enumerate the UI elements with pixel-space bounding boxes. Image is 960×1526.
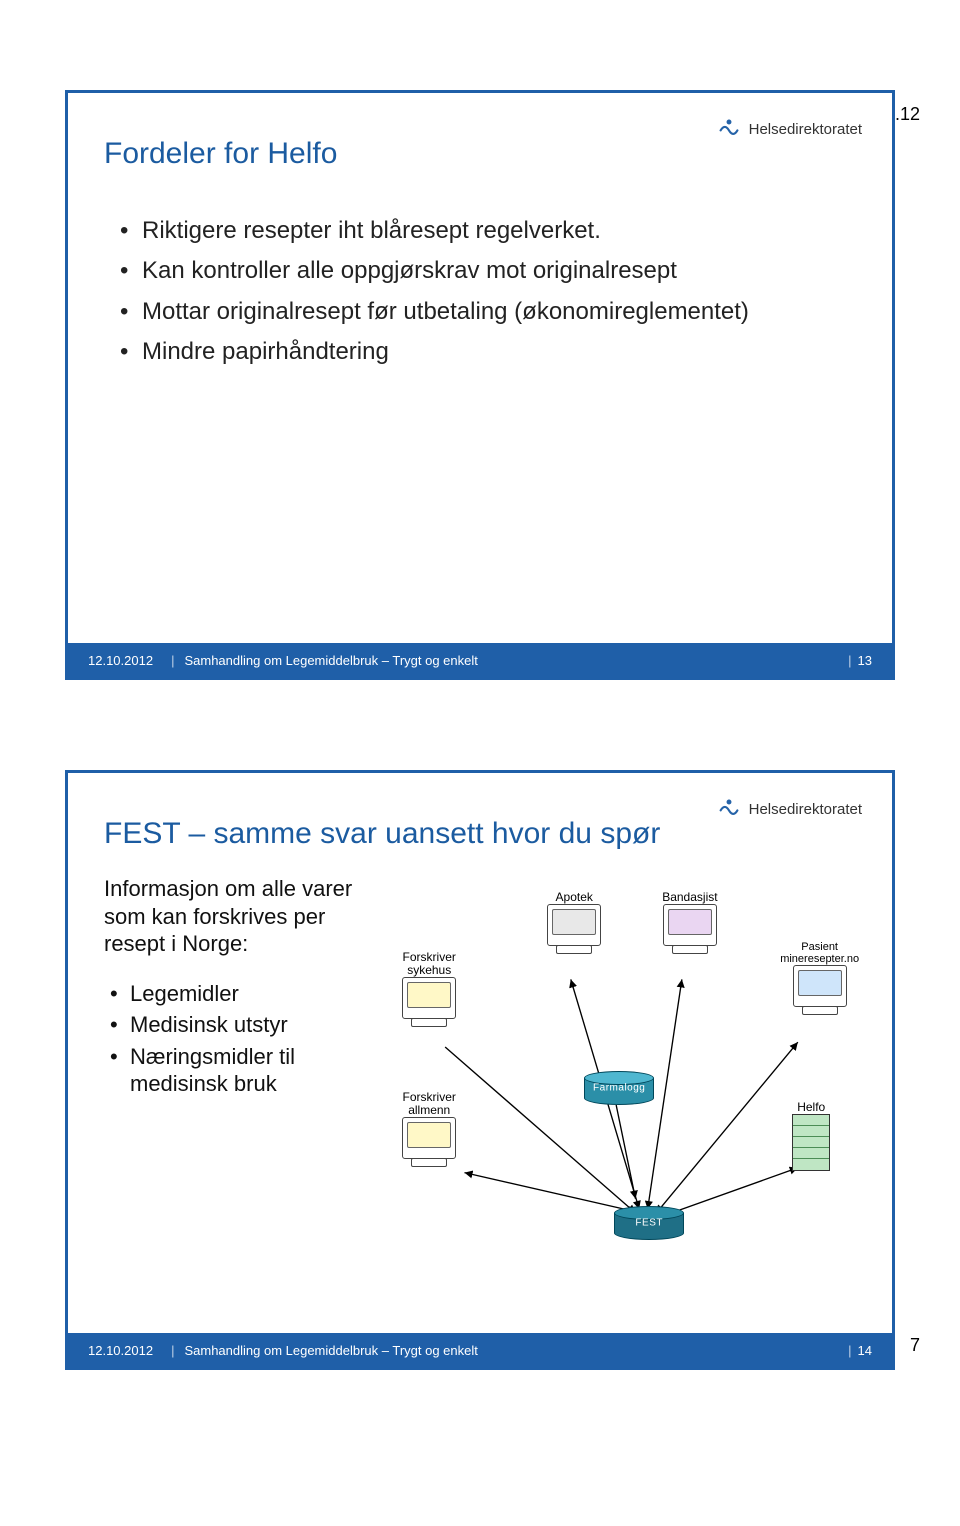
slide-1: Helsedirektoratet Fordeler for Helfo Rik… [65,90,895,680]
footer-sep: | [171,1343,174,1358]
logo: Helsedirektoratet [715,115,862,143]
node-label: Apotek [547,891,601,904]
slide1-bullets: Riktigere resepter iht blåresept regelve… [104,215,856,369]
logo-text: Helsedirektoratet [749,801,862,818]
db-label: FEST [635,1218,663,1229]
footer-sep: | [848,1343,851,1358]
node-label: Helfo [792,1101,830,1114]
server-icon [792,1114,830,1171]
database-icon: Farmalogg [584,1071,654,1105]
slide2-body: Informasjon om alle varer som kan forskr… [104,875,856,1281]
monitor-icon [402,1117,456,1159]
helsedirektoratet-icon [715,115,743,143]
slide-2: Helsedirektoratet FEST – samme svar uans… [65,770,895,1370]
slide2-footer: 12.10.2012 | Samhandling om Legemiddelbr… [68,1333,892,1367]
node-farmalogg: Farmalogg [584,1071,654,1105]
node-bandasjist: Bandasjist [662,891,717,946]
monitor-icon [663,904,717,946]
fest-diagram: Forskriver sykehus Forskriver allmenn Ap… [392,871,856,1281]
logo-text: Helsedirektoratet [749,121,862,138]
node-helfo: Helfo [792,1101,830,1171]
slide2-intro: Informasjon om alle varer som kan forskr… [104,875,384,958]
node-label: Bandasjist [662,891,717,904]
node-label: Forskriver allmenn [402,1091,456,1117]
footer-date: 12.10.2012 [88,653,153,668]
bullet: Mindre papirhåndtering [120,336,856,368]
footer-page: 14 [858,1343,872,1358]
node-apotek: Apotek [547,891,601,946]
bullet: Medisinsk utstyr [110,1011,384,1039]
monitor-icon [402,977,456,1019]
slide1-footer: 12.10.2012 | Samhandling om Legemiddelbr… [68,643,892,677]
node-fest: FEST [614,1206,684,1240]
db-label: Farmalogg [593,1083,645,1094]
slide2-left-col: Informasjon om alle varer som kan forskr… [104,875,384,1102]
node-pasient: Pasient mineresepter.no [780,941,859,1007]
footer-title: Samhandling om Legemiddelbruk – Trygt og… [184,1343,848,1358]
node-forskriver-allmenn: Forskriver allmenn [402,1091,456,1159]
logo: Helsedirektoratet [715,795,862,823]
node-forskriver-sykehus: Forskriver sykehus [402,951,456,1019]
slide2-bullets: Legemidler Medisinsk utstyr Næringsmidle… [104,980,384,1098]
bullet: Mottar originalresept før utbetaling (øk… [120,296,856,328]
node-label: Pasient mineresepter.no [780,941,859,965]
bullet: Kan kontroller alle oppgjørskrav mot ori… [120,255,856,287]
footer-date: 12.10.2012 [88,1343,153,1358]
monitor-icon [547,904,601,946]
bullet: Legemidler [110,980,384,1008]
bullet: Riktigere resepter iht blåresept regelve… [120,215,856,247]
footer-sep: | [848,653,851,668]
helsedirektoratet-icon [715,795,743,823]
database-icon: FEST [614,1206,684,1240]
footer-title: Samhandling om Legemiddelbruk – Trygt og… [184,653,848,668]
footer-page: 13 [858,653,872,668]
page-number: 7 [910,1335,920,1356]
footer-sep: | [171,653,174,668]
node-label: Forskriver sykehus [402,951,456,977]
monitor-icon [793,965,847,1007]
bullet: Næringsmidler til medisinsk bruk [110,1043,384,1098]
